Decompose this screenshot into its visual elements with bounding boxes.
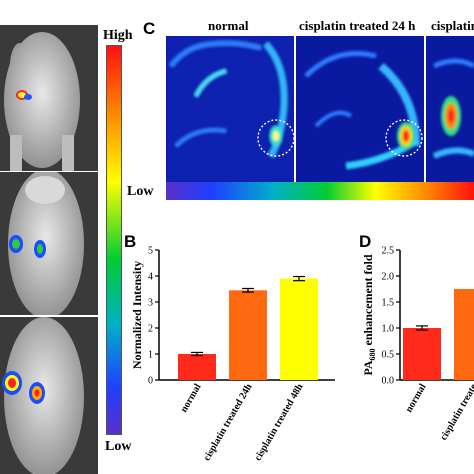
y-axis-label: PA680 enhancement fold xyxy=(361,254,377,375)
colorbar-high-label: High xyxy=(103,28,133,43)
bar xyxy=(280,278,318,380)
colorbar-low-label: Low xyxy=(105,439,132,454)
category-label: normal xyxy=(179,382,204,415)
category-label: normal xyxy=(404,382,429,415)
panel-c-title-normal: normal xyxy=(208,18,249,33)
y-tick-label: 3 xyxy=(148,298,153,309)
panel-letter-b: B xyxy=(124,232,137,251)
y-tick-label: 1.5 xyxy=(382,298,395,309)
y-tick-label: 2 xyxy=(148,324,153,335)
category-label: cisplatin treate xyxy=(438,382,474,443)
bar xyxy=(403,328,441,380)
y-tick-label: 0.5 xyxy=(382,350,395,361)
y-tick-label: 0.0 xyxy=(382,376,395,387)
category-label: cisplatin treated 24h xyxy=(202,382,255,463)
y-tick-label: 1 xyxy=(148,350,153,361)
bar-chart-pa-enhancement: 0.0 0.5 1.0 1.5 2.0 2.5 PA680 enhancement fold… xyxy=(361,246,474,443)
y-tick-label: 0 xyxy=(148,376,153,387)
mouse-image-normal xyxy=(0,25,98,171)
category-label: cisplatin treated 48h xyxy=(253,382,306,463)
mouse-image-cisplatin-48h xyxy=(0,317,98,474)
y-tick-label: 2.5 xyxy=(382,246,395,257)
y-tick-label: 4 xyxy=(148,272,153,283)
panel-c-title-24h: cisplatin treated 24 h xyxy=(299,18,416,33)
panel-letter-c: C xyxy=(143,19,156,38)
panel-c-title-48h: cisplatin xyxy=(431,18,474,33)
bar xyxy=(229,290,267,380)
photoacoustic-images xyxy=(166,36,474,182)
bar xyxy=(454,289,474,380)
y-tick-label: 5 xyxy=(148,246,153,257)
mouse-image-cisplatin-24h xyxy=(0,172,98,315)
horizontal-colorbar xyxy=(166,182,474,200)
bar xyxy=(178,354,216,380)
y-tick-label: 2.0 xyxy=(382,272,395,283)
vertical-colorbar xyxy=(106,45,122,435)
hbar-low-label: Low xyxy=(127,184,154,199)
y-tick-label: 1.0 xyxy=(382,324,395,335)
y-axis-label: Normalized Intensity xyxy=(130,261,144,369)
panel-letter-d: D xyxy=(359,232,372,251)
